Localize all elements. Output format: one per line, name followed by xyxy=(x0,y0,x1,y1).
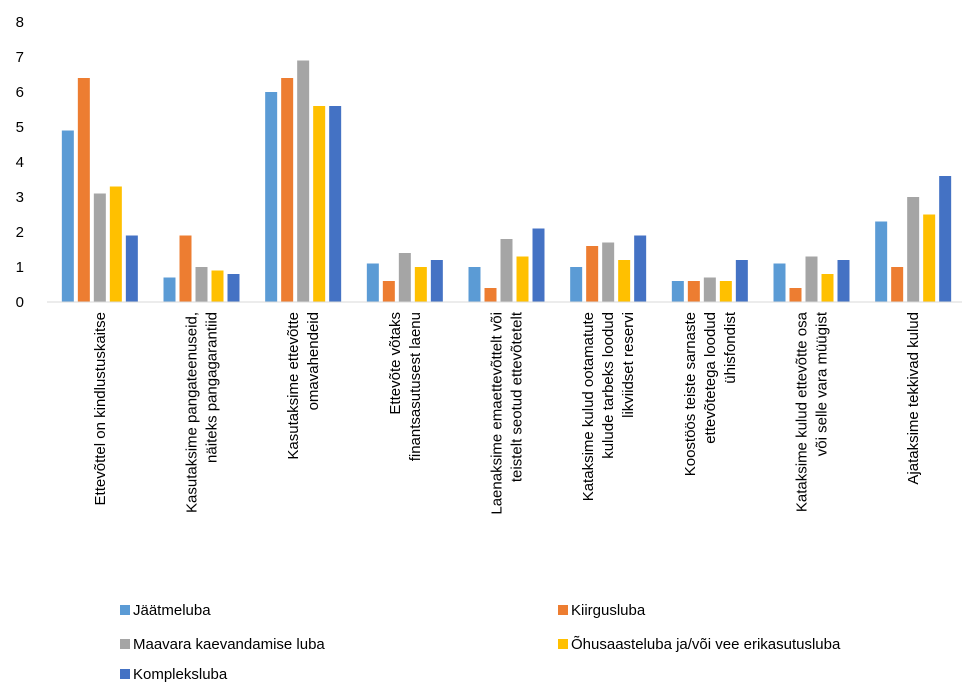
x-tick-label-line: kulude tarbeks loodud xyxy=(600,312,617,459)
bar xyxy=(313,106,326,302)
y-tick-label: 5 xyxy=(16,119,24,136)
bar xyxy=(297,60,310,302)
bar xyxy=(618,260,631,302)
y-tick-label: 3 xyxy=(16,189,24,206)
bar xyxy=(484,288,497,302)
y-axis-ticks: 0 1 2 3 4 5 6 7 8 xyxy=(16,14,24,311)
bar xyxy=(805,256,818,302)
y-tick-label: 0 xyxy=(16,294,24,311)
x-tick-label-line: või selle vara müügist xyxy=(814,311,831,456)
x-axis-labels: Ettevõttel on kindlustuskaitse Kasutaksim… xyxy=(92,311,922,514)
bar xyxy=(329,106,342,302)
x-tick-label-line: ühisfondist xyxy=(722,311,739,384)
bar xyxy=(837,260,850,302)
bar xyxy=(109,186,122,302)
x-tick-label-line: likviidset reservi xyxy=(620,312,637,418)
bar xyxy=(468,267,481,302)
bar xyxy=(891,267,904,302)
bar xyxy=(773,263,786,302)
y-tick-label: 1 xyxy=(16,259,24,276)
y-tick-label: 2 xyxy=(16,224,24,241)
x-tick-label-line: ettevõtetega loodud xyxy=(702,312,719,444)
bar xyxy=(281,78,294,302)
bar xyxy=(382,281,395,302)
x-tick-label-line: Kasutaksime ettevõtte xyxy=(285,312,302,460)
x-tick-label-line: Koostöös teiste sarnaste xyxy=(682,312,699,476)
x-tick-label: Ajataksime tekkivad kulud xyxy=(905,312,922,485)
bar xyxy=(163,277,176,302)
bar xyxy=(195,267,208,302)
x-tick-label-line: Ajataksime tekkivad kulud xyxy=(905,312,922,485)
x-tick-label-line: Laenaksime emaettevõttelt või xyxy=(489,312,506,515)
x-tick-label: Koostöös teiste sarnaste ettevõtetega loo… xyxy=(682,311,739,476)
bar xyxy=(570,267,583,302)
x-tick-label: Kataksime kulud ettevõtte osa või selle v… xyxy=(794,311,831,512)
bar xyxy=(789,288,802,302)
x-tick-label-line: finantsasutusest laenu xyxy=(407,312,424,461)
bar xyxy=(719,281,732,302)
bar xyxy=(687,281,700,302)
x-tick-label: Ettevõttel on kindlustuskaitse xyxy=(92,312,109,505)
x-tick-label: Kataksime kulud ootamatute kulude tarbeks… xyxy=(580,312,637,501)
x-tick-label-line: näiteks pangagarantiid xyxy=(204,312,221,463)
bar xyxy=(179,235,192,302)
bar xyxy=(821,274,834,302)
bar xyxy=(211,270,224,302)
bar xyxy=(703,277,716,302)
y-tick-label: 8 xyxy=(16,14,24,31)
bar xyxy=(735,260,748,302)
bar xyxy=(227,274,240,302)
bar xyxy=(634,235,647,302)
x-tick-label-line: omavahendeid xyxy=(305,312,322,410)
x-tick-label-line: teistelt seotud ettevõtetelt xyxy=(509,311,526,482)
x-tick-label: Laenaksime emaettevõttelt või teistelt se… xyxy=(489,311,526,514)
bar xyxy=(671,281,684,302)
x-tick-label: Kasutaksime ettevõtte omavahendeid xyxy=(285,312,322,460)
bar xyxy=(430,260,443,302)
y-tick-label: 7 xyxy=(16,49,24,66)
bar xyxy=(586,246,599,302)
bars xyxy=(61,60,952,302)
bar xyxy=(939,176,952,302)
x-tick-label-line: Ettevõttel on kindlustuskaitse xyxy=(92,312,109,505)
bar xyxy=(125,235,138,302)
bar xyxy=(77,78,90,302)
bar xyxy=(907,197,920,302)
bar xyxy=(532,228,545,302)
bar xyxy=(366,263,379,302)
y-tick-label: 6 xyxy=(16,84,24,101)
bar xyxy=(602,242,615,302)
bar xyxy=(93,193,106,302)
y-tick-label: 4 xyxy=(16,154,24,171)
bar xyxy=(265,92,278,302)
bar xyxy=(875,221,888,302)
x-tick-label: Ettevõte võtaks finantsasutusest laenu xyxy=(387,312,424,461)
x-tick-label-line: Ettevõte võtaks xyxy=(387,312,404,415)
bar xyxy=(414,267,427,302)
x-tick-label-line: Kataksime kulud ootamatute xyxy=(580,312,597,501)
bar xyxy=(398,253,411,302)
bar xyxy=(500,239,513,302)
bar xyxy=(923,214,936,302)
x-tick-label-line: Kataksime kulud ettevõtte osa xyxy=(794,311,811,512)
x-tick-label: Kasutaksime pangateenuseid, näiteks panga… xyxy=(184,312,221,513)
bar xyxy=(61,130,74,302)
x-tick-label-line: Kasutaksime pangateenuseid, xyxy=(184,312,201,513)
bar xyxy=(516,256,529,302)
